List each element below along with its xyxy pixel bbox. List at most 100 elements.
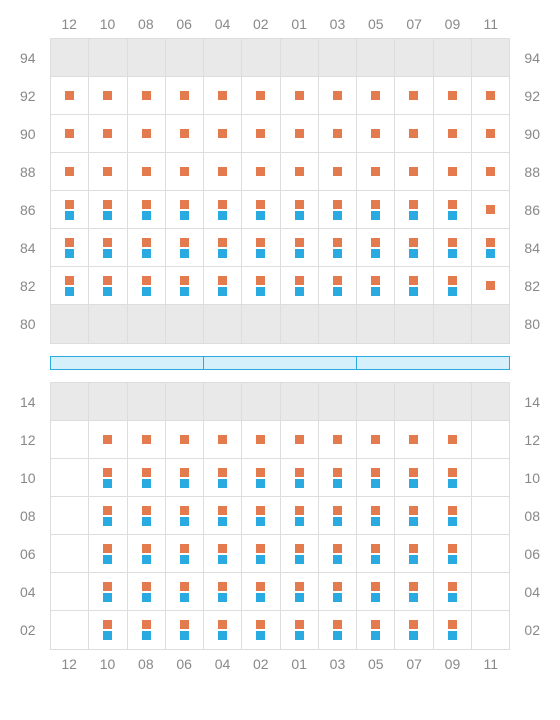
grid-cell[interactable] — [472, 191, 509, 229]
grid-cell[interactable] — [319, 421, 357, 459]
grid-cell[interactable] — [242, 459, 280, 497]
grid-cell[interactable] — [242, 153, 280, 191]
grid-cell[interactable] — [395, 191, 433, 229]
grid-cell[interactable] — [281, 459, 319, 497]
grid-cell[interactable] — [357, 497, 395, 535]
grid-cell[interactable] — [357, 39, 395, 77]
grid-cell[interactable] — [89, 39, 127, 77]
grid-cell[interactable] — [357, 305, 395, 343]
grid-cell[interactable] — [395, 39, 433, 77]
grid-cell[interactable] — [281, 153, 319, 191]
grid-cell[interactable] — [166, 39, 204, 77]
grid-cell[interactable] — [166, 535, 204, 573]
grid-cell[interactable] — [395, 421, 433, 459]
grid-cell[interactable] — [89, 573, 127, 611]
grid-cell[interactable] — [51, 421, 89, 459]
grid-cell[interactable] — [128, 267, 166, 305]
grid-cell[interactable] — [434, 611, 472, 649]
grid-cell[interactable] — [242, 305, 280, 343]
grid-cell[interactable] — [472, 39, 509, 77]
grid-cell[interactable] — [395, 573, 433, 611]
grid-cell[interactable] — [242, 267, 280, 305]
grid-cell[interactable] — [51, 459, 89, 497]
grid-cell[interactable] — [51, 39, 89, 77]
grid-cell[interactable] — [242, 421, 280, 459]
grid-cell[interactable] — [204, 267, 242, 305]
grid-cell[interactable] — [204, 497, 242, 535]
grid-cell[interactable] — [166, 115, 204, 153]
grid-cell[interactable] — [128, 229, 166, 267]
grid-cell[interactable] — [395, 459, 433, 497]
grid-cell[interactable] — [357, 267, 395, 305]
grid-cell[interactable] — [357, 611, 395, 649]
grid-cell[interactable] — [357, 191, 395, 229]
grid-cell[interactable] — [166, 459, 204, 497]
grid-cell[interactable] — [204, 383, 242, 421]
grid-cell[interactable] — [395, 77, 433, 115]
grid-cell[interactable] — [281, 305, 319, 343]
grid-cell[interactable] — [281, 77, 319, 115]
grid-cell[interactable] — [319, 39, 357, 77]
grid-cell[interactable] — [357, 229, 395, 267]
grid-cell[interactable] — [128, 611, 166, 649]
grid-cell[interactable] — [204, 573, 242, 611]
grid-cell[interactable] — [434, 573, 472, 611]
grid-cell[interactable] — [319, 77, 357, 115]
grid-cell[interactable] — [434, 497, 472, 535]
grid-cell[interactable] — [434, 153, 472, 191]
grid-cell[interactable] — [51, 383, 89, 421]
grid-cell[interactable] — [242, 115, 280, 153]
grid-cell[interactable] — [395, 497, 433, 535]
grid-cell[interactable] — [395, 115, 433, 153]
grid-cell[interactable] — [319, 459, 357, 497]
grid-cell[interactable] — [472, 115, 509, 153]
grid-cell[interactable] — [166, 153, 204, 191]
grid-cell[interactable] — [242, 229, 280, 267]
grid-cell[interactable] — [281, 39, 319, 77]
grid-cell[interactable] — [89, 191, 127, 229]
grid-cell[interactable] — [242, 39, 280, 77]
grid-cell[interactable] — [395, 267, 433, 305]
grid-cell[interactable] — [204, 229, 242, 267]
grid-cell[interactable] — [89, 229, 127, 267]
grid-cell[interactable] — [281, 115, 319, 153]
grid-cell[interactable] — [472, 573, 509, 611]
grid-cell[interactable] — [89, 497, 127, 535]
grid-cell[interactable] — [395, 383, 433, 421]
grid-cell[interactable] — [89, 383, 127, 421]
grid-cell[interactable] — [166, 229, 204, 267]
grid-cell[interactable] — [281, 421, 319, 459]
grid-cell[interactable] — [395, 611, 433, 649]
grid-cell[interactable] — [166, 77, 204, 115]
grid-cell[interactable] — [434, 229, 472, 267]
grid-cell[interactable] — [89, 153, 127, 191]
grid-cell[interactable] — [319, 115, 357, 153]
grid-cell[interactable] — [242, 611, 280, 649]
grid-cell[interactable] — [395, 153, 433, 191]
grid-cell[interactable] — [128, 535, 166, 573]
grid-cell[interactable] — [51, 611, 89, 649]
grid-cell[interactable] — [128, 421, 166, 459]
grid-cell[interactable] — [51, 305, 89, 343]
grid-cell[interactable] — [51, 229, 89, 267]
grid-cell[interactable] — [281, 383, 319, 421]
grid-cell[interactable] — [89, 77, 127, 115]
grid-cell[interactable] — [204, 535, 242, 573]
grid-cell[interactable] — [51, 267, 89, 305]
grid-cell[interactable] — [242, 497, 280, 535]
grid-cell[interactable] — [357, 115, 395, 153]
grid-cell[interactable] — [128, 77, 166, 115]
grid-cell[interactable] — [319, 573, 357, 611]
grid-cell[interactable] — [281, 191, 319, 229]
grid-cell[interactable] — [204, 421, 242, 459]
grid-cell[interactable] — [204, 115, 242, 153]
grid-cell[interactable] — [128, 115, 166, 153]
grid-cell[interactable] — [357, 459, 395, 497]
grid-cell[interactable] — [204, 77, 242, 115]
grid-cell[interactable] — [204, 611, 242, 649]
grid-cell[interactable] — [242, 535, 280, 573]
grid-cell[interactable] — [281, 497, 319, 535]
grid-cell[interactable] — [472, 267, 509, 305]
grid-cell[interactable] — [357, 153, 395, 191]
grid-cell[interactable] — [128, 573, 166, 611]
